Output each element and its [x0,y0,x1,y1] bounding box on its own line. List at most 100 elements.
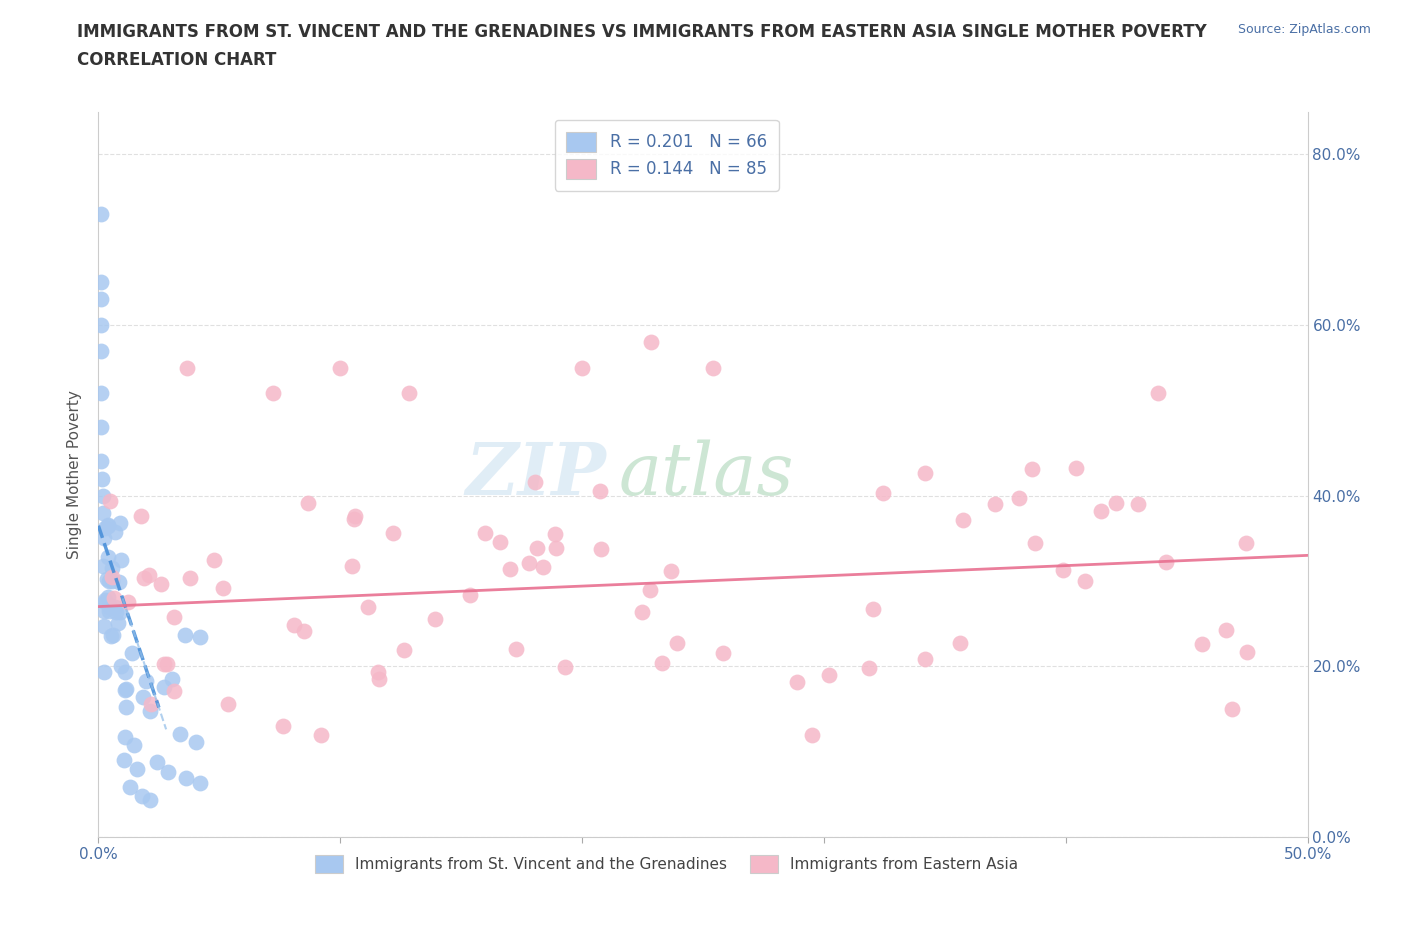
Point [121,645,143,660]
Point [135,674,157,689]
Point [96,571,118,586]
Point [858,660,880,675]
Point [149,577,172,591]
Text: IMMIGRANTS FROM ST. VINCENT AND THE GRENADINES VS IMMIGRANTS FROM EASTERN ASIA S: IMMIGRANTS FROM ST. VINCENT AND THE GREN… [77,23,1208,41]
Point [114,752,136,767]
Point [108,515,131,530]
Point [101,570,124,585]
Point [1128,497,1150,512]
Point [100,629,122,644]
Point [202,552,225,567]
Point [665,635,688,650]
Point [94,593,117,608]
Point [394,642,416,657]
Point [217,697,239,711]
Point [872,485,894,500]
Point [1090,504,1112,519]
Point [589,483,612,498]
Y-axis label: Single Mother Poverty: Single Mother Poverty [67,390,83,559]
Point [91,488,114,503]
Point [1147,386,1170,401]
Point [271,719,294,734]
Point [800,727,823,742]
Point [90,206,112,221]
Point [1021,461,1043,476]
Point [329,360,352,375]
Point [97,550,120,565]
Point [423,612,446,627]
Point [659,564,682,578]
Text: CORRELATION CHART: CORRELATION CHART [77,51,277,69]
Point [91,472,114,486]
Point [179,570,201,585]
Point [630,604,652,619]
Point [132,689,155,704]
Point [862,601,884,616]
Point [589,542,612,557]
Point [114,729,136,744]
Point [169,726,191,741]
Point [1154,554,1177,569]
Point [188,630,211,644]
Point [818,668,841,683]
Point [90,317,112,332]
Point [186,735,208,750]
Point [544,526,567,541]
Point [651,656,673,671]
Point [1105,496,1128,511]
Point [114,682,136,697]
Point [1236,644,1258,659]
Point [1191,637,1213,652]
Point [108,575,131,590]
Point [176,360,198,375]
Point [544,540,567,555]
Point [90,292,112,307]
Point [132,570,155,585]
Point [110,659,132,674]
Point [344,509,367,524]
Point [98,597,121,612]
Point [141,697,163,711]
Point [97,517,120,532]
Point [914,651,936,666]
Point [292,624,315,639]
Point [97,604,120,618]
Point [93,530,115,545]
Point [157,764,180,779]
Point [340,558,363,573]
Point [297,496,319,511]
Point [93,619,115,634]
Point [398,386,420,401]
Point [1024,536,1046,551]
Point [524,474,547,489]
Point [104,600,127,615]
Point [640,335,662,350]
Point [1052,563,1074,578]
Text: atlas: atlas [619,439,794,510]
Point [367,671,389,686]
Point [1220,701,1243,716]
Point [104,525,127,539]
Point [949,635,972,650]
Point [1074,573,1097,588]
Point [90,275,112,290]
Point [212,580,235,595]
Point [638,583,661,598]
Point [93,604,115,618]
Point [97,518,120,533]
Point [90,420,112,435]
Point [571,360,593,375]
Point [94,521,117,536]
Point [94,594,117,609]
Point [101,573,124,588]
Point [188,775,211,790]
Legend: Immigrants from St. Vincent and the Grenadines, Immigrants from Eastern Asia: Immigrants from St. Vincent and the Gren… [308,847,1025,880]
Point [93,664,115,679]
Point [163,609,186,624]
Point [505,642,527,657]
Point [93,505,115,520]
Point [146,755,169,770]
Point [1234,536,1257,551]
Point [499,562,522,577]
Point [458,588,481,603]
